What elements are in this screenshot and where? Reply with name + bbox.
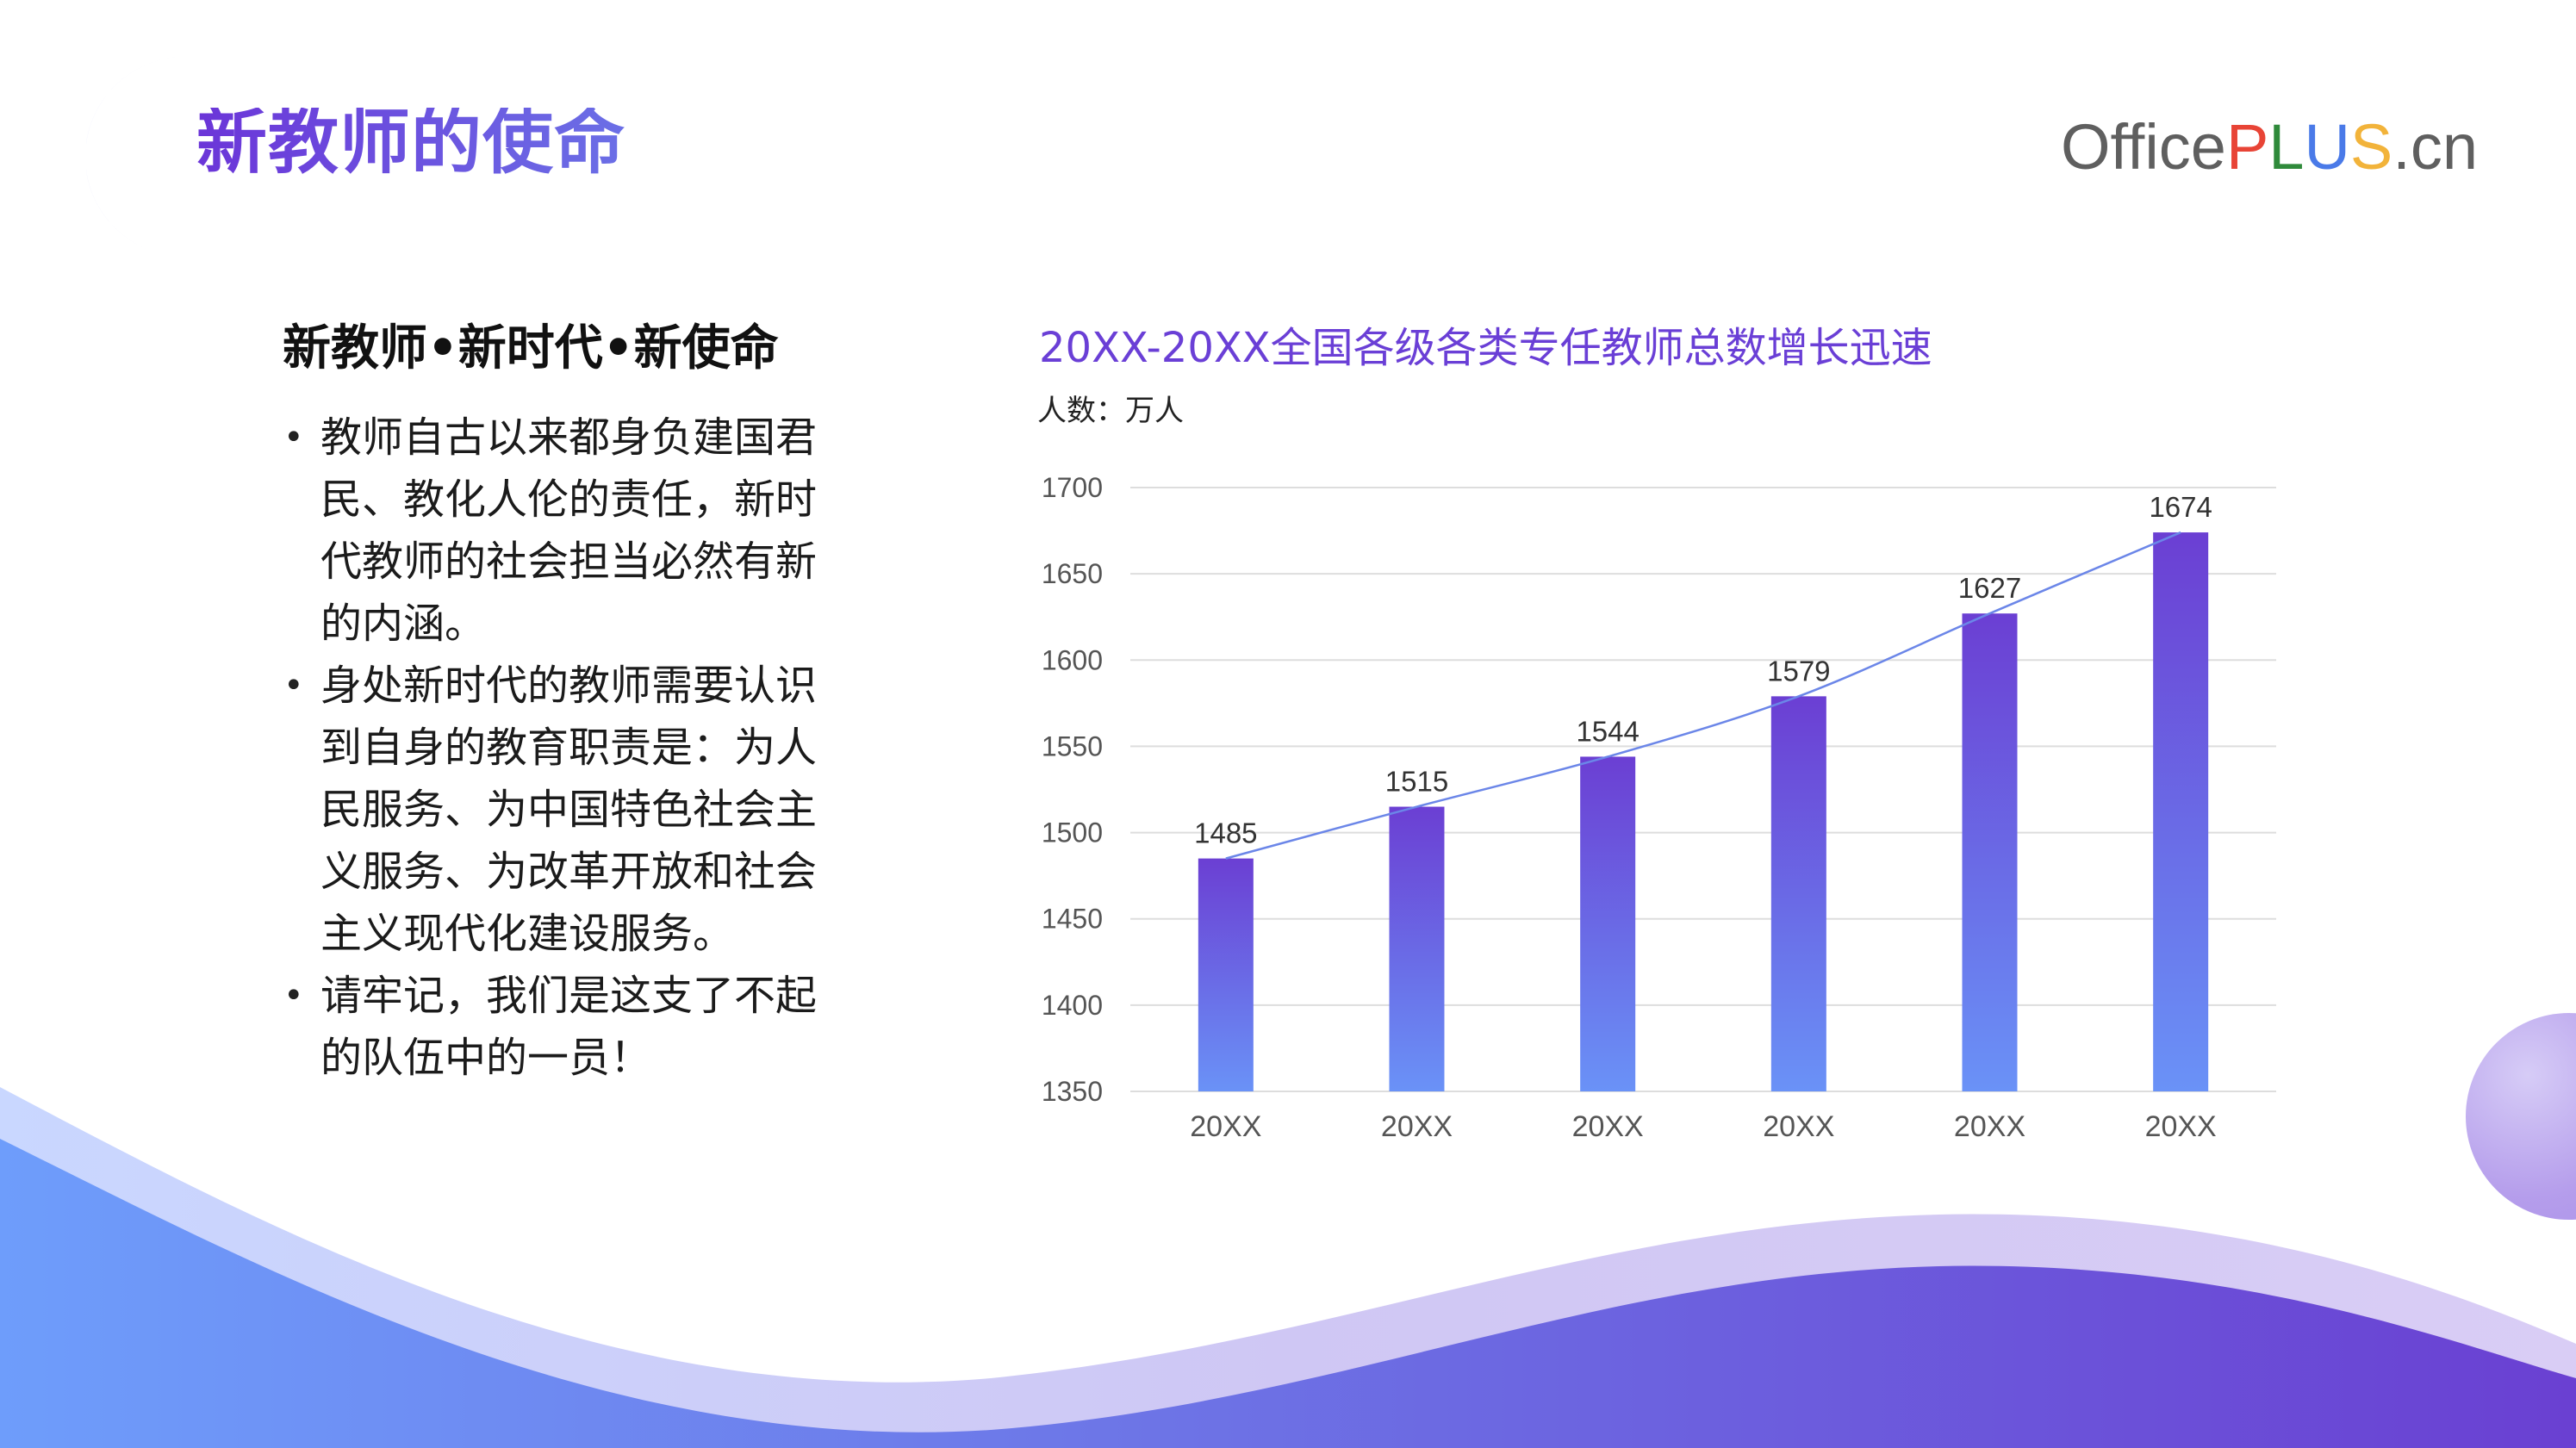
- x-tick-label: 20XX: [2145, 1110, 2217, 1143]
- bullet-text: 教师自古以来都身负建国君民、教化人伦的责任，新时代教师的社会担当必然有新的内涵。: [320, 413, 818, 648]
- x-tick-label: 20XX: [1763, 1110, 1834, 1143]
- chart-title: 20XX-20XX全国各级各类专任教师总数增长迅速: [1039, 324, 1932, 372]
- x-tick-label: 20XX: [1190, 1110, 1261, 1143]
- y-tick-label: 1700: [1042, 472, 1103, 503]
- y-tick-label: 1400: [1042, 990, 1103, 1021]
- y-tick-label: 1350: [1042, 1076, 1103, 1107]
- bar: [1198, 858, 1254, 1091]
- bullet-dot-icon: •: [283, 418, 304, 457]
- x-tick-label: 20XX: [1572, 1110, 1644, 1143]
- y-tick-label: 1450: [1042, 904, 1103, 935]
- bar: [1962, 613, 2018, 1091]
- data-label: 1515: [1385, 766, 1448, 798]
- bullet-dot-icon: •: [283, 666, 304, 705]
- data-label: 1485: [1194, 817, 1257, 849]
- bullet-item: • 请牢记，我们是这支了不起的队伍中的一员！: [277, 965, 829, 1089]
- y-tick-label: 1650: [1042, 558, 1103, 589]
- bar: [1389, 806, 1445, 1091]
- y-tick-label: 1500: [1042, 817, 1103, 848]
- bar: [1770, 696, 1826, 1091]
- data-label: 1674: [2149, 491, 2212, 523]
- bullet-text: 身处新时代的教师需要认识到自身的教育职责是：为人民服务、为中国特色社会主义服务、…: [320, 662, 818, 958]
- bullet-item: • 身处新时代的教师需要认识到自身的教育职责是：为人民服务、为中国特色社会主义服务…: [277, 655, 829, 965]
- y-tick-label: 1600: [1042, 644, 1103, 675]
- data-label: 1544: [1576, 715, 1639, 747]
- bar: [1580, 756, 1636, 1091]
- y-tick-label: 1550: [1042, 730, 1103, 761]
- chart-unit-label: 人数：万人: [1037, 394, 1184, 428]
- wave-main: [0, 1139, 2576, 1448]
- trend-line: [1225, 531, 2181, 860]
- data-label: 1579: [1767, 655, 1830, 687]
- x-tick-label: 20XX: [1381, 1110, 1453, 1143]
- page-title: 新教师的使命: [196, 102, 626, 183]
- bullet-dot-icon: •: [283, 976, 304, 1016]
- bar: [2153, 532, 2209, 1091]
- bullet-item: • 教师自古以来都身负建国君民、教化人伦的责任，新时代教师的社会担当必然有新的内涵…: [277, 407, 829, 655]
- section-heading: 新教师•新时代•新使命: [283, 320, 779, 376]
- officeplus-logo: OfficePLUS.cn: [2061, 111, 2478, 183]
- x-tick-label: 20XX: [1954, 1110, 2025, 1143]
- title-ring-decoration: [86, 57, 281, 257]
- bullet-list: • 教师自古以来都身负建国君民、教化人伦的责任，新时代教师的社会担当必然有新的内涵…: [277, 407, 829, 1089]
- data-label: 1627: [1958, 572, 2021, 604]
- bullet-text: 请牢记，我们是这支了不起的队伍中的一员！: [320, 972, 818, 1082]
- bar-chart: 1350 1400 1450 1500 1550 1600 1650 1700 1485 20XX…: [1042, 472, 2276, 1143]
